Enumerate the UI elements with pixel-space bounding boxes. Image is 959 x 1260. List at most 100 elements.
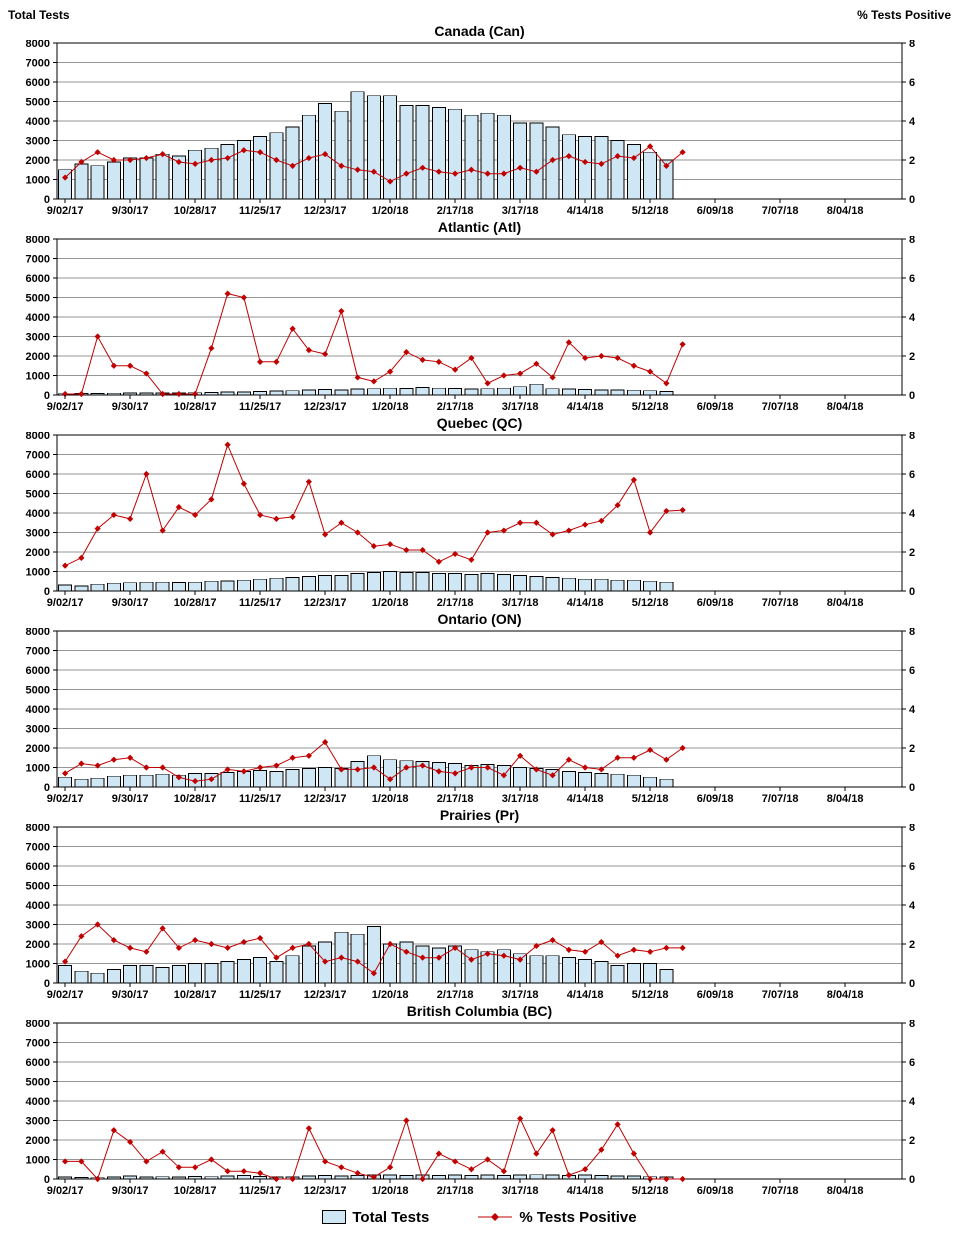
svg-text:5/12/18: 5/12/18 bbox=[632, 793, 669, 805]
chart-plot-british-columbia: 0 1000 2000 3000 4000 5000 6000 7000 8000 0 2 4 6 8 9/… bbox=[26, 1020, 916, 1197]
svg-text:2: 2 bbox=[909, 1135, 915, 1147]
svg-text:3000: 3000 bbox=[26, 528, 50, 540]
svg-text:4: 4 bbox=[909, 704, 916, 716]
svg-text:1/20/18: 1/20/18 bbox=[372, 205, 409, 217]
svg-text:9/30/17: 9/30/17 bbox=[112, 401, 149, 413]
svg-text:3000: 3000 bbox=[26, 724, 50, 736]
svg-text:1000: 1000 bbox=[26, 371, 50, 383]
svg-text:0: 0 bbox=[909, 390, 915, 402]
svg-text:4: 4 bbox=[909, 116, 916, 128]
svg-text:3000: 3000 bbox=[26, 1116, 50, 1128]
legend-line-label: % Tests Positive bbox=[519, 1208, 637, 1226]
svg-text:1000: 1000 bbox=[26, 959, 50, 971]
svg-text:0: 0 bbox=[44, 978, 50, 990]
svg-text:12/23/17: 12/23/17 bbox=[304, 989, 347, 1001]
svg-text:3/17/18: 3/17/18 bbox=[502, 401, 539, 413]
svg-text:0: 0 bbox=[44, 1174, 50, 1186]
svg-text:2000: 2000 bbox=[26, 743, 50, 755]
svg-text:3/17/18: 3/17/18 bbox=[502, 1185, 539, 1197]
svg-text:2000: 2000 bbox=[26, 547, 50, 559]
svg-text:7000: 7000 bbox=[26, 450, 50, 462]
svg-text:6: 6 bbox=[909, 861, 915, 873]
svg-text:2: 2 bbox=[909, 547, 915, 559]
svg-text:8: 8 bbox=[909, 40, 915, 50]
svg-text:9/30/17: 9/30/17 bbox=[112, 205, 149, 217]
svg-text:0: 0 bbox=[44, 194, 50, 206]
svg-text:8000: 8000 bbox=[26, 40, 50, 50]
svg-text:5000: 5000 bbox=[26, 97, 50, 109]
svg-text:2: 2 bbox=[909, 743, 915, 755]
svg-text:5000: 5000 bbox=[26, 293, 50, 305]
svg-text:8/04/18: 8/04/18 bbox=[827, 401, 864, 413]
svg-text:10/28/17: 10/28/17 bbox=[174, 989, 217, 1001]
svg-text:8000: 8000 bbox=[26, 432, 50, 442]
svg-text:9/30/17: 9/30/17 bbox=[112, 989, 149, 1001]
svg-text:10/28/17: 10/28/17 bbox=[174, 1185, 217, 1197]
chart-ontario: Ontario (ON) 0 1000 2000 3000 4000 5000 6000 70… bbox=[0, 610, 959, 806]
svg-text:2: 2 bbox=[909, 351, 915, 363]
legend: Total Tests % Tests Positive bbox=[0, 1198, 959, 1236]
svg-text:4/14/18: 4/14/18 bbox=[567, 1185, 604, 1197]
legend-item-pct-positive: % Tests Positive bbox=[477, 1208, 637, 1226]
svg-text:5/12/18: 5/12/18 bbox=[632, 989, 669, 1001]
svg-text:11/25/17: 11/25/17 bbox=[239, 597, 281, 609]
svg-text:4: 4 bbox=[909, 900, 916, 912]
svg-text:2000: 2000 bbox=[26, 351, 50, 363]
svg-text:6/09/18: 6/09/18 bbox=[697, 1185, 734, 1197]
svg-text:8: 8 bbox=[909, 236, 915, 246]
svg-text:10/28/17: 10/28/17 bbox=[174, 597, 217, 609]
svg-text:6: 6 bbox=[909, 665, 915, 677]
svg-text:2: 2 bbox=[909, 155, 915, 167]
svg-text:0: 0 bbox=[909, 782, 915, 794]
svg-text:8000: 8000 bbox=[26, 1020, 50, 1030]
svg-text:10/28/17: 10/28/17 bbox=[174, 793, 217, 805]
chart-prairies: Prairies (Pr) 0 1000 2000 3000 4000 5000 6000 7… bbox=[0, 806, 959, 1002]
svg-text:9/02/17: 9/02/17 bbox=[47, 1185, 84, 1197]
svg-text:0: 0 bbox=[909, 194, 915, 206]
svg-text:6000: 6000 bbox=[26, 861, 50, 873]
svg-text:12/23/17: 12/23/17 bbox=[304, 793, 347, 805]
svg-text:3/17/18: 3/17/18 bbox=[502, 205, 539, 217]
svg-text:4000: 4000 bbox=[26, 704, 50, 716]
svg-text:6000: 6000 bbox=[26, 77, 50, 89]
svg-text:1/20/18: 1/20/18 bbox=[372, 793, 409, 805]
svg-text:5/12/18: 5/12/18 bbox=[632, 1185, 669, 1197]
svg-text:1/20/18: 1/20/18 bbox=[372, 401, 409, 413]
svg-text:6000: 6000 bbox=[26, 665, 50, 677]
chart-atlantic: Atlantic (Atl) 0 1000 2000 3000 4000 5000 6000… bbox=[0, 218, 959, 414]
svg-text:1/20/18: 1/20/18 bbox=[372, 1185, 409, 1197]
chart-plot-ontario: 0 1000 2000 3000 4000 5000 6000 7000 8000 0 2 4 6 8 9/… bbox=[26, 628, 916, 805]
svg-text:3/17/18: 3/17/18 bbox=[502, 597, 539, 609]
svg-text:8/04/18: 8/04/18 bbox=[827, 205, 864, 217]
svg-text:6/09/18: 6/09/18 bbox=[697, 401, 734, 413]
svg-text:2/17/18: 2/17/18 bbox=[437, 989, 474, 1001]
svg-text:2/17/18: 2/17/18 bbox=[437, 1185, 474, 1197]
svg-text:0: 0 bbox=[909, 978, 915, 990]
svg-text:6: 6 bbox=[909, 77, 915, 89]
left-axis-title: Total Tests bbox=[8, 8, 70, 22]
svg-text:8000: 8000 bbox=[26, 236, 50, 246]
svg-text:9/02/17: 9/02/17 bbox=[47, 205, 84, 217]
svg-text:8/04/18: 8/04/18 bbox=[827, 1185, 864, 1197]
svg-text:1/20/18: 1/20/18 bbox=[372, 597, 409, 609]
svg-text:4/14/18: 4/14/18 bbox=[567, 205, 604, 217]
svg-text:4: 4 bbox=[909, 1096, 916, 1108]
svg-text:10/28/17: 10/28/17 bbox=[174, 401, 217, 413]
svg-text:9/02/17: 9/02/17 bbox=[47, 989, 84, 1001]
svg-text:2/17/18: 2/17/18 bbox=[437, 205, 474, 217]
svg-text:8/04/18: 8/04/18 bbox=[827, 793, 864, 805]
svg-text:11/25/17: 11/25/17 bbox=[239, 793, 281, 805]
svg-text:6/09/18: 6/09/18 bbox=[697, 793, 734, 805]
chart-title-canada: Canada (Can) bbox=[434, 23, 525, 39]
svg-text:2000: 2000 bbox=[26, 939, 50, 951]
svg-text:8/04/18: 8/04/18 bbox=[827, 597, 864, 609]
svg-text:7000: 7000 bbox=[26, 1038, 50, 1050]
svg-text:12/23/17: 12/23/17 bbox=[304, 401, 347, 413]
svg-text:9/30/17: 9/30/17 bbox=[112, 793, 149, 805]
svg-text:1000: 1000 bbox=[26, 567, 50, 579]
svg-text:7/07/18: 7/07/18 bbox=[762, 401, 799, 413]
svg-text:2: 2 bbox=[909, 939, 915, 951]
svg-text:6000: 6000 bbox=[26, 469, 50, 481]
svg-text:8: 8 bbox=[909, 628, 915, 638]
